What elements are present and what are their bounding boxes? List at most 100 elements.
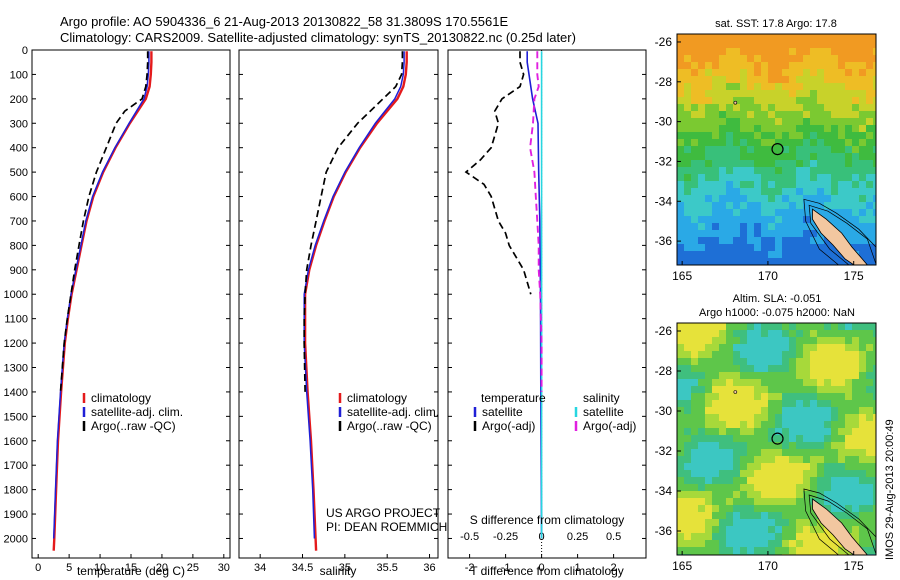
temperature-panel: 0100200300400500600700800900100011001200… <box>4 45 231 578</box>
heatmap-cell <box>775 379 783 387</box>
heatmap-cell <box>852 216 860 224</box>
heatmap-cell <box>740 202 748 210</box>
heatmap-cell <box>677 533 685 541</box>
heatmap-cell <box>824 83 832 91</box>
heatmap-cell <box>782 48 790 56</box>
heatmap-cell <box>712 118 720 126</box>
heatmap-cell <box>719 83 727 91</box>
heatmap-cell <box>782 470 790 478</box>
heatmap-cell <box>691 491 699 499</box>
heatmap-cell <box>845 491 853 499</box>
heatmap-cell <box>698 498 706 506</box>
heatmap-cell <box>845 34 853 42</box>
heatmap-cell <box>684 484 692 492</box>
heatmap-cell <box>768 62 776 70</box>
heatmap-cell <box>838 174 846 182</box>
heatmap-cell <box>859 174 867 182</box>
heatmap-cell <box>754 160 762 168</box>
heatmap-cell <box>698 237 706 245</box>
heatmap-cell <box>782 181 790 189</box>
heatmap-cell <box>838 167 846 175</box>
heatmap-cell <box>782 223 790 231</box>
heatmap-cell <box>705 477 713 485</box>
heatmap-cell <box>691 69 699 77</box>
land-polygon <box>812 208 868 265</box>
heatmap-cell <box>775 251 783 259</box>
heatmap-cell <box>782 547 790 555</box>
diff-temperature-argo-adj--line <box>464 51 532 295</box>
heatmap-cell <box>761 498 769 506</box>
heatmap-cell <box>719 540 727 548</box>
heatmap-cell <box>684 251 692 259</box>
heatmap-cell <box>698 55 706 63</box>
heatmap-cell <box>712 48 720 56</box>
heatmap-cell <box>740 209 748 217</box>
heatmap-cell <box>705 533 713 541</box>
heatmap-cell <box>803 512 811 520</box>
heatmap-cell <box>831 337 839 345</box>
heatmap-cell <box>712 407 720 415</box>
heatmap-cell <box>740 167 748 175</box>
heatmap-cell <box>796 435 804 443</box>
depth-tick-label: 300 <box>10 118 28 130</box>
heatmap-cell <box>726 209 734 217</box>
heatmap-cell <box>859 393 867 401</box>
depth-tick-label: 0 <box>22 45 28 57</box>
heatmap-cell <box>838 62 846 70</box>
heatmap-cell <box>740 477 748 485</box>
heatmap-cell <box>747 251 755 259</box>
heatmap-cell <box>754 55 762 63</box>
heatmap-cell <box>845 118 853 126</box>
heatmap-cell <box>768 237 776 245</box>
heatmap-cell <box>719 505 727 513</box>
heatmap-cell <box>684 174 692 182</box>
heatmap-cell <box>733 414 741 422</box>
heatmap-cell <box>726 344 734 352</box>
legend-label: Argo(..raw -QC) <box>347 419 432 433</box>
heatmap-cell <box>684 512 692 520</box>
legend-heading: salinity <box>583 391 620 405</box>
heatmap-cell <box>705 188 713 196</box>
heatmap-cell <box>698 456 706 464</box>
heatmap-cell <box>719 435 727 443</box>
heatmap-cell <box>677 505 685 513</box>
heatmap-cell <box>719 463 727 471</box>
heatmap-cell <box>817 456 825 464</box>
heatmap-cell <box>817 477 825 485</box>
heatmap-cell <box>768 188 776 196</box>
heatmap-cell <box>719 174 727 182</box>
heatmap-cell <box>726 132 734 140</box>
heatmap-cell <box>817 351 825 359</box>
heatmap-cell <box>761 519 769 527</box>
map-y-tick-label: -32 <box>655 444 673 458</box>
heatmap-cell <box>691 195 699 203</box>
heatmap-cell <box>775 34 783 42</box>
heatmap-cell <box>761 118 769 126</box>
heatmap-cell <box>824 48 832 56</box>
heatmap-cell <box>691 174 699 182</box>
heatmap-cell <box>733 400 741 408</box>
heatmap-cell <box>859 414 867 422</box>
heatmap-cell <box>705 48 713 56</box>
heatmap-cell <box>810 202 818 210</box>
heatmap-cell <box>789 139 797 147</box>
heatmap-cell <box>754 230 762 238</box>
heatmap-cell <box>684 386 692 394</box>
heatmap-cell <box>873 491 876 499</box>
heatmap-cell <box>740 470 748 478</box>
heatmap-cell <box>691 477 699 485</box>
heatmap-cell <box>782 365 790 373</box>
difference-legend: temperature salinitysatelliteArgo(-adj)sa… <box>473 391 636 433</box>
heatmap-cell <box>810 484 818 492</box>
heatmap-cell <box>691 216 699 224</box>
heatmap-cell <box>859 48 867 56</box>
heatmap-cell <box>803 104 811 112</box>
heatmap-cell <box>698 41 706 49</box>
heatmap-cell <box>677 34 685 42</box>
heatmap-cell <box>789 323 797 331</box>
depth-tick-label: 400 <box>10 143 28 155</box>
heatmap-cell <box>789 83 797 91</box>
heatmap-cell <box>691 104 699 112</box>
heatmap-cell <box>845 83 853 91</box>
heatmap-cell <box>810 90 818 98</box>
